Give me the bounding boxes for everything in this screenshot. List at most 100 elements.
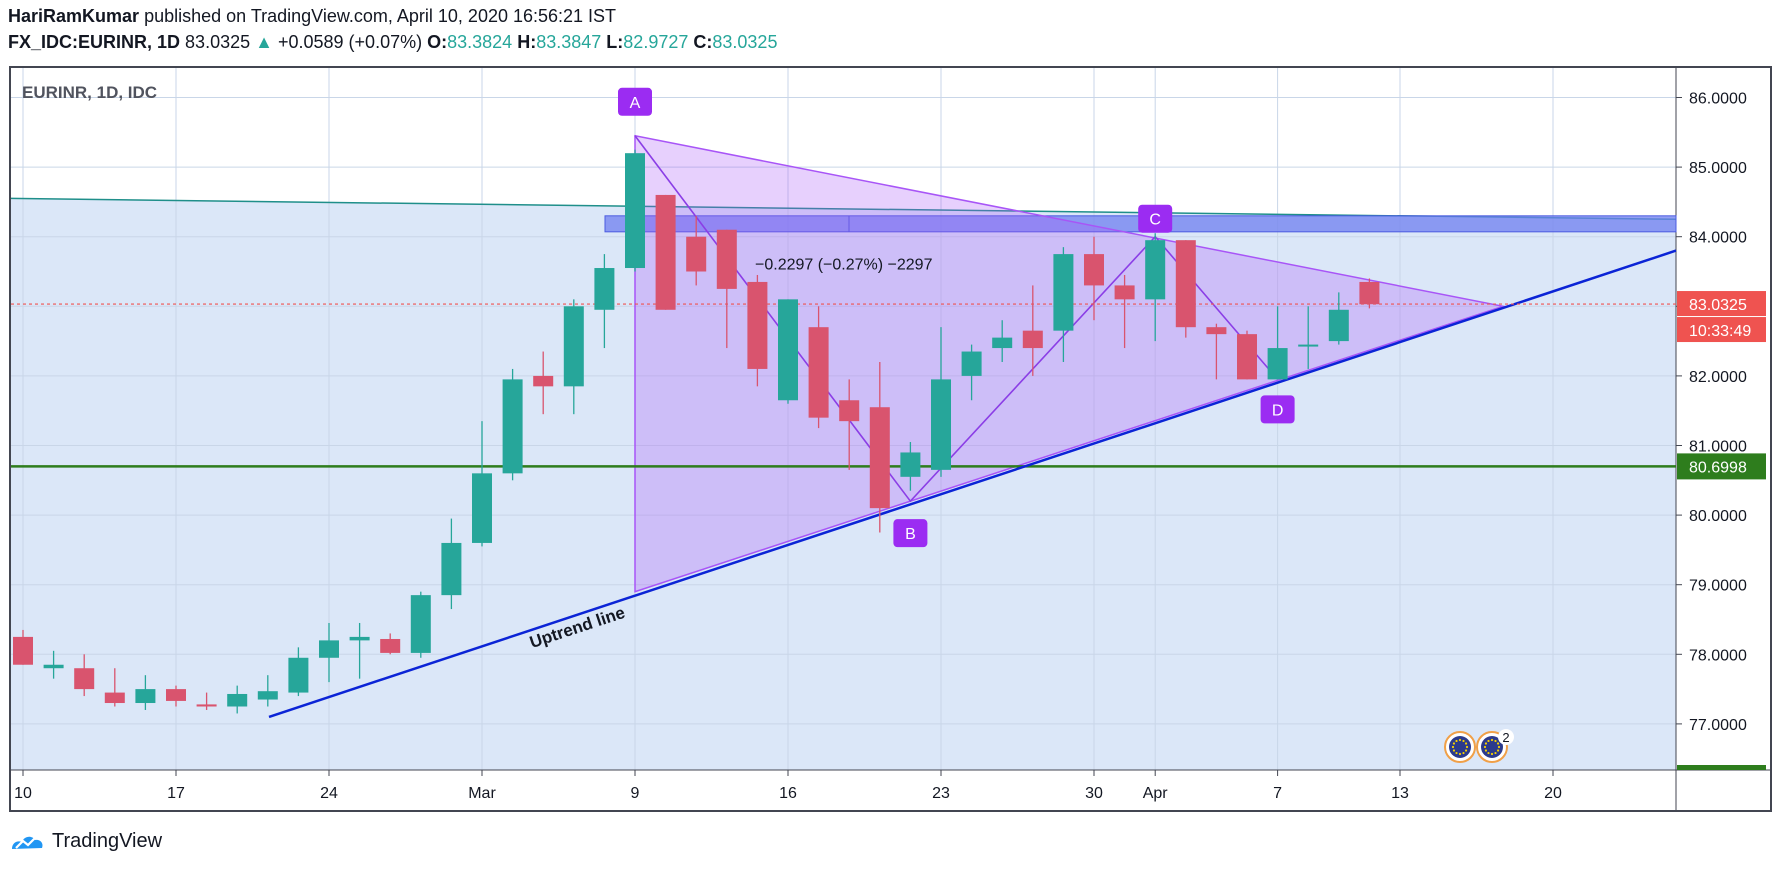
eu-star-icon — [1458, 738, 1462, 742]
last-price-badge — [1677, 291, 1766, 317]
candle-body[interactable] — [1114, 285, 1135, 300]
candle-body[interactable] — [961, 351, 982, 376]
price-tick-label: 77.0000 — [1689, 717, 1747, 734]
candle-body[interactable] — [1328, 309, 1349, 342]
uptrend-line[interactable] — [268, 249, 1677, 719]
time-tick-label: Apr — [1143, 785, 1169, 802]
candle-body[interactable] — [747, 281, 768, 369]
price-tick-label: 78.0000 — [1689, 647, 1747, 664]
candle-body[interactable] — [166, 689, 186, 701]
candle-body[interactable] — [349, 636, 370, 641]
candle-body[interactable] — [563, 306, 584, 387]
candle-body[interactable] — [319, 640, 339, 658]
candle-body[interactable] — [1359, 281, 1380, 305]
up-arrow-icon: ▲ — [255, 32, 273, 52]
candle-body[interactable] — [686, 236, 707, 272]
tradingview-brand[interactable]: TradingView — [10, 830, 162, 853]
candle-body[interactable] — [1053, 254, 1074, 331]
candle-body[interactable] — [502, 379, 523, 474]
candle-body[interactable] — [808, 327, 829, 418]
candle-body[interactable] — [594, 268, 615, 310]
candle-body[interactable] — [196, 704, 217, 707]
point-badge-a[interactable] — [618, 87, 652, 116]
eu-star-icon — [1490, 752, 1494, 756]
candle-body[interactable] — [472, 473, 492, 543]
countdown-label: 10:33:49 — [1689, 323, 1751, 340]
eu-star-icon — [1465, 745, 1469, 749]
candle-body[interactable] — [43, 664, 64, 669]
time-tick-label: 24 — [320, 785, 338, 802]
candle-body[interactable] — [74, 668, 95, 690]
time-tick-label: 7 — [1273, 785, 1282, 802]
countdown-badge — [1677, 317, 1766, 343]
time-tick-label: 9 — [631, 785, 640, 802]
candle-body[interactable] — [655, 194, 676, 310]
close-value: 83.0325 — [712, 32, 778, 52]
point-badge-c[interactable] — [1138, 204, 1173, 233]
eu-star-icon — [1494, 739, 1497, 743]
candle-body[interactable] — [533, 375, 554, 387]
price-tick-label: 85.0000 — [1689, 160, 1747, 177]
eu-star-icon — [1452, 742, 1456, 745]
support-price-badge — [1677, 453, 1766, 480]
eu-flag-icon — [1481, 736, 1503, 758]
open-value: 83.3824 — [447, 32, 513, 52]
time-tick-label: 20 — [1544, 785, 1562, 802]
eu-star-icon — [1483, 745, 1487, 749]
time-tick-label: 10 — [14, 785, 32, 802]
price-tick-label: 86.0000 — [1689, 91, 1747, 108]
point-badge-b[interactable] — [893, 519, 928, 548]
close-label: C: — [693, 32, 713, 52]
candle-body[interactable] — [135, 689, 156, 704]
event-count-label: 2 — [1502, 730, 1509, 745]
candle-body[interactable] — [1267, 348, 1288, 380]
candle-body[interactable] — [380, 638, 401, 653]
time-tick-label: Mar — [468, 785, 496, 802]
candle-body[interactable] — [839, 400, 860, 422]
time-tick-label: 16 — [779, 785, 797, 802]
candle-body[interactable] — [1298, 344, 1319, 347]
eu-star-icon — [1452, 749, 1456, 752]
author-name[interactable]: HariRamKumar — [8, 6, 140, 26]
candle-body[interactable] — [410, 595, 431, 653]
candle-body[interactable] — [1084, 254, 1104, 286]
time-tick-label: 13 — [1391, 785, 1409, 802]
eu-star-icon — [1455, 739, 1458, 743]
change-value: +0.0589 (+0.07%) — [277, 32, 423, 52]
candle-body[interactable] — [257, 691, 278, 700]
eu-star-icon — [1462, 751, 1465, 755]
candle-body[interactable] — [625, 153, 645, 269]
candle-body[interactable] — [992, 337, 1013, 349]
candle-body[interactable] — [13, 636, 33, 665]
ohlc-line: FX_IDC:EURINR, 1D 83.0325 ▲ +0.0589 (+0.… — [8, 32, 777, 53]
candle-body[interactable] — [227, 693, 248, 707]
chart-frame — [9, 66, 1772, 812]
candle-body[interactable] — [869, 407, 890, 509]
low-value: 82.9727 — [623, 32, 689, 52]
candle-body[interactable] — [288, 657, 309, 693]
candle-body[interactable] — [900, 452, 921, 477]
candle-body[interactable] — [1206, 327, 1227, 335]
eu-star-icon — [1455, 751, 1458, 755]
candle-body[interactable] — [104, 692, 125, 704]
candle-body[interactable] — [716, 229, 737, 289]
candle-body[interactable] — [778, 299, 798, 401]
measure-label: −0.2297 (−0.27%) −2297 — [755, 257, 933, 274]
point-label-d: D — [1272, 402, 1284, 419]
candle-body[interactable] — [1145, 240, 1166, 300]
triangle-pattern[interactable] — [634, 134, 1506, 593]
point-badge-d[interactable] — [1260, 395, 1295, 424]
symbol-label: FX_IDC:EURINR, 1D — [8, 32, 181, 52]
support-price-badge-label: 80.6998 — [1689, 459, 1747, 476]
tradingview-logo-icon — [12, 835, 43, 849]
candle-body[interactable] — [931, 379, 951, 470]
eu-star-icon — [1451, 745, 1455, 749]
candle-body[interactable] — [1175, 240, 1196, 328]
candle-body[interactable] — [441, 542, 462, 596]
candle-body[interactable] — [1237, 334, 1257, 380]
event-count-bubble — [1498, 729, 1514, 745]
eu-star-icon — [1458, 752, 1462, 756]
candle-body[interactable] — [1022, 330, 1043, 349]
open-label: O: — [427, 32, 448, 52]
